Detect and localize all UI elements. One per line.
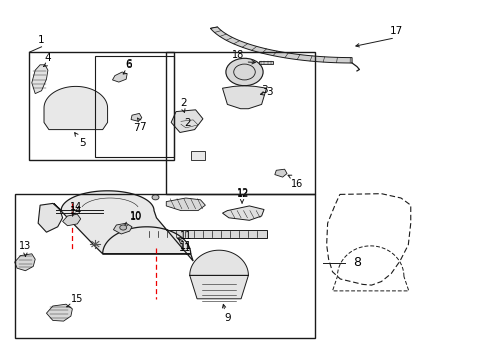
Text: 14: 14: [69, 206, 82, 216]
Circle shape: [152, 195, 159, 200]
Polygon shape: [222, 86, 266, 109]
Bar: [166, 52, 315, 194]
Text: 10: 10: [129, 212, 142, 222]
Polygon shape: [144, 230, 266, 238]
Text: 16: 16: [290, 179, 303, 189]
Polygon shape: [166, 198, 205, 211]
Text: 2: 2: [183, 118, 190, 128]
Text: 3: 3: [266, 87, 273, 97]
Text: 6: 6: [124, 60, 131, 70]
Polygon shape: [190, 151, 205, 160]
Bar: [95, 56, 173, 157]
Text: 8: 8: [352, 256, 360, 269]
Polygon shape: [131, 113, 142, 121]
Polygon shape: [44, 86, 107, 130]
Text: 2: 2: [180, 98, 186, 108]
Polygon shape: [15, 254, 35, 271]
Text: 4: 4: [44, 53, 51, 63]
Text: 12: 12: [237, 189, 249, 199]
Circle shape: [120, 225, 126, 230]
Text: 11: 11: [179, 241, 192, 251]
Text: 13: 13: [19, 241, 32, 251]
Text: 6: 6: [124, 59, 131, 69]
Text: 11: 11: [179, 231, 192, 241]
Polygon shape: [222, 206, 264, 220]
Text: 7: 7: [133, 123, 140, 133]
Text: 14: 14: [69, 202, 82, 212]
Text: 18: 18: [232, 50, 244, 60]
Bar: [29, 52, 173, 160]
Text: 17: 17: [388, 26, 402, 36]
Polygon shape: [32, 65, 48, 94]
Text: 3: 3: [261, 85, 268, 95]
Polygon shape: [259, 61, 272, 64]
Polygon shape: [46, 304, 72, 321]
Bar: [15, 194, 315, 338]
Text: 12: 12: [237, 188, 249, 198]
Polygon shape: [171, 110, 203, 132]
Polygon shape: [54, 191, 193, 261]
Circle shape: [225, 58, 263, 86]
Text: 7: 7: [139, 122, 146, 132]
Polygon shape: [210, 27, 351, 63]
Polygon shape: [113, 223, 132, 234]
Text: 9: 9: [224, 313, 230, 323]
Polygon shape: [274, 169, 286, 177]
Text: 5: 5: [79, 138, 85, 148]
Polygon shape: [38, 203, 62, 232]
Polygon shape: [112, 72, 127, 82]
Polygon shape: [62, 214, 81, 226]
Polygon shape: [189, 250, 248, 299]
Text: 11: 11: [178, 243, 191, 253]
Text: 10: 10: [129, 211, 142, 221]
Text: 15: 15: [71, 294, 83, 304]
Text: 1: 1: [38, 35, 45, 45]
